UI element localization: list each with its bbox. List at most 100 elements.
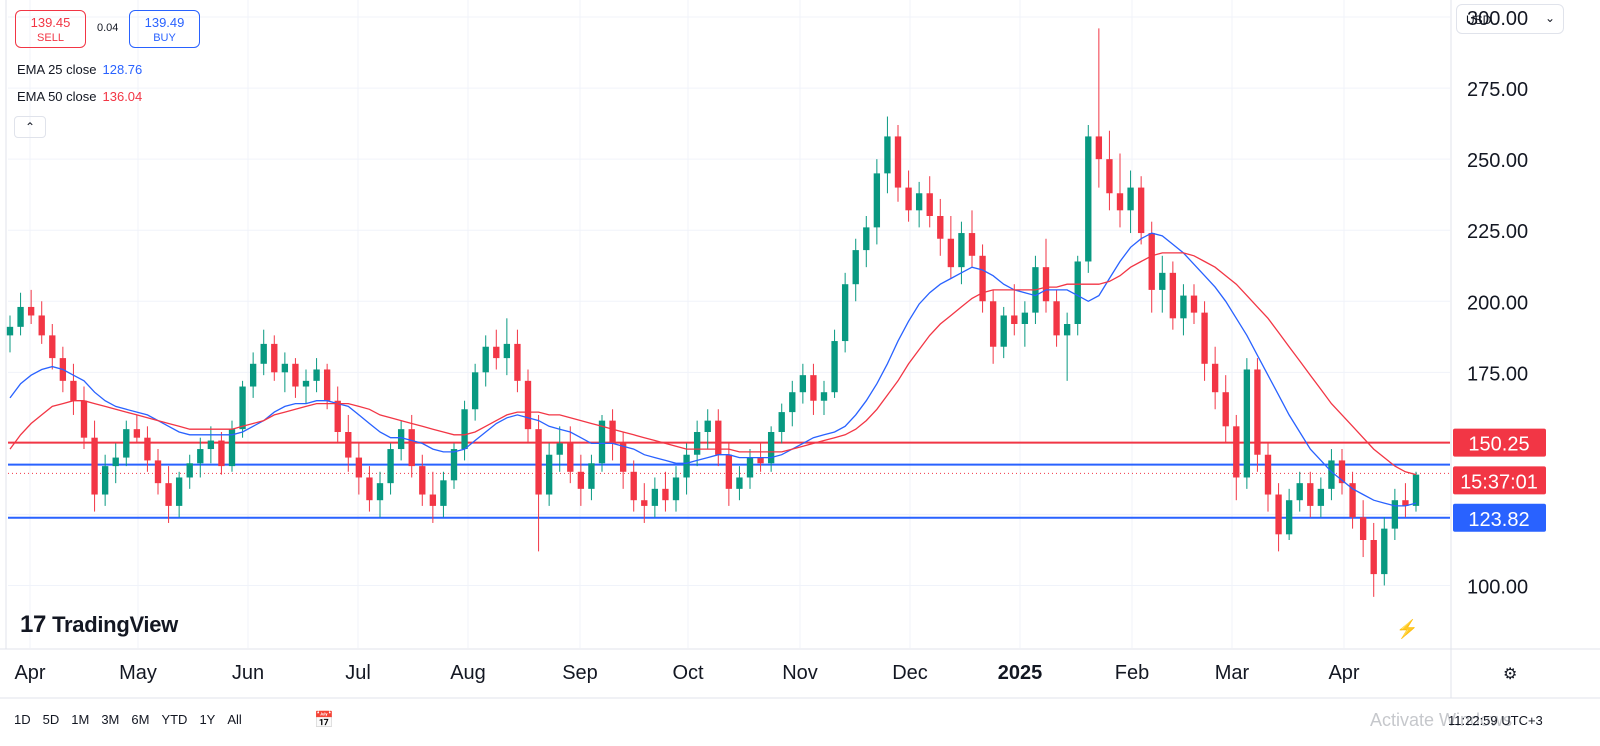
x-tick-label: Oct — [672, 662, 704, 684]
candle-body — [545, 454, 553, 495]
range-all[interactable]: All — [227, 712, 242, 727]
candle-body — [154, 460, 162, 484]
candle-body — [1296, 483, 1303, 501]
candle-body — [1169, 272, 1177, 319]
candle-body — [937, 216, 944, 239]
candle-body — [80, 400, 88, 438]
ema25-legend[interactable]: EMA 25 close 128.76 — [17, 62, 142, 77]
calendar-icon[interactable]: 📅 — [314, 712, 334, 729]
range-1y[interactable]: 1Y — [199, 712, 216, 727]
y-tick-label: 275.00 — [1467, 79, 1528, 101]
candle-body — [1201, 312, 1208, 364]
x-tick-label: Feb — [1115, 662, 1149, 684]
candle-body — [1391, 500, 1399, 529]
candle-body — [271, 343, 278, 373]
candle-body — [186, 463, 193, 478]
price-labels: 150.25 15:37:01 123.82 — [1453, 428, 1546, 532]
candle-body — [767, 432, 775, 464]
ema50-legend[interactable]: EMA 50 close 136.04 — [17, 89, 142, 104]
candle-body — [514, 343, 521, 381]
chevron-up-icon: ⌃ — [24, 120, 36, 134]
candle-body — [345, 432, 352, 458]
y-tick-label: 225.00 — [1467, 221, 1528, 243]
candle-body — [408, 429, 415, 467]
ema25-line — [9, 232, 1417, 507]
candle-body — [831, 341, 838, 393]
candle-body — [6, 326, 14, 336]
candle-body — [302, 380, 310, 387]
range-1m[interactable]: 1M — [71, 712, 90, 727]
candle-body — [884, 136, 891, 174]
sell-label: SELL — [37, 32, 64, 44]
ema25-label: EMA 25 close — [17, 62, 97, 77]
y-tick-label: 175.00 — [1467, 363, 1528, 385]
candle-body — [91, 437, 98, 495]
range-1d[interactable]: 1D — [14, 712, 31, 727]
candle-body — [1074, 261, 1081, 324]
candle-body — [1053, 301, 1060, 336]
candle-body — [218, 440, 225, 467]
range-3m[interactable]: 3M — [101, 712, 120, 727]
candle-body — [207, 440, 215, 450]
candle-body — [630, 471, 637, 501]
x-tick-label: Nov — [782, 662, 818, 684]
candle-body — [1307, 483, 1314, 506]
candle-body — [852, 250, 859, 285]
buy-button[interactable]: 139.49 BUY — [129, 10, 200, 48]
candle-body — [292, 363, 299, 387]
candle-body — [482, 346, 489, 373]
candle-body — [905, 187, 912, 211]
candle-body — [1275, 494, 1282, 535]
range-6m[interactable]: 6M — [131, 712, 150, 727]
candle-body — [598, 420, 606, 464]
y-tick-label: 200.00 — [1467, 292, 1528, 314]
candle-body — [524, 380, 532, 430]
candle-body — [313, 369, 320, 381]
buy-price: 139.49 — [144, 15, 185, 30]
candle-body — [577, 471, 585, 489]
candle-body — [17, 306, 24, 327]
candle-body — [556, 443, 563, 455]
candle-body — [1349, 483, 1356, 518]
candle-body — [1370, 540, 1377, 575]
flash-icon[interactable]: ⚡ — [1396, 619, 1419, 639]
sell-button[interactable]: 139.45 SELL — [15, 10, 86, 48]
candle-body — [958, 233, 965, 268]
candle-body — [715, 420, 722, 455]
candle-body — [471, 372, 479, 410]
red-level-label: 150.25 — [1468, 434, 1529, 456]
candle-body — [979, 255, 986, 302]
range-ytd[interactable]: YTD — [161, 712, 188, 727]
candle-body — [387, 449, 394, 484]
currency-select[interactable]: USD ⌄ — [1456, 4, 1564, 34]
candle-body — [440, 480, 447, 506]
x-tick-label: 2025 — [998, 662, 1043, 684]
candle-body — [503, 343, 511, 359]
candle-body — [1222, 392, 1229, 427]
candle-body — [894, 136, 902, 188]
candle-body — [1042, 267, 1050, 302]
clock[interactable]: 11:22:59 UTC+3 — [1448, 713, 1543, 728]
tradingview-logo: 17 TradingView — [20, 611, 178, 639]
blue-level-label-bg — [1453, 503, 1546, 532]
candle-body — [376, 483, 384, 501]
candle-body — [101, 466, 109, 495]
candle-body — [1211, 363, 1219, 393]
collapse-legend-button[interactable]: ⌃ — [14, 116, 46, 138]
candle-body — [1285, 500, 1293, 535]
candle-body — [736, 477, 743, 489]
candle-body — [323, 369, 331, 401]
x-tick-label: Aug — [450, 662, 486, 684]
candle-body — [746, 457, 754, 478]
ema50-label: EMA 50 close — [17, 89, 97, 104]
candle-body — [1190, 295, 1198, 313]
range-5d[interactable]: 5D — [42, 712, 60, 727]
candle-body — [1085, 136, 1092, 262]
candle-body — [820, 392, 828, 401]
candle-body — [651, 488, 659, 506]
candle-body — [1328, 460, 1335, 489]
gear-icon[interactable]: ⚙ — [1503, 666, 1518, 683]
candle-body — [1338, 460, 1346, 484]
candle-body — [1063, 324, 1071, 336]
